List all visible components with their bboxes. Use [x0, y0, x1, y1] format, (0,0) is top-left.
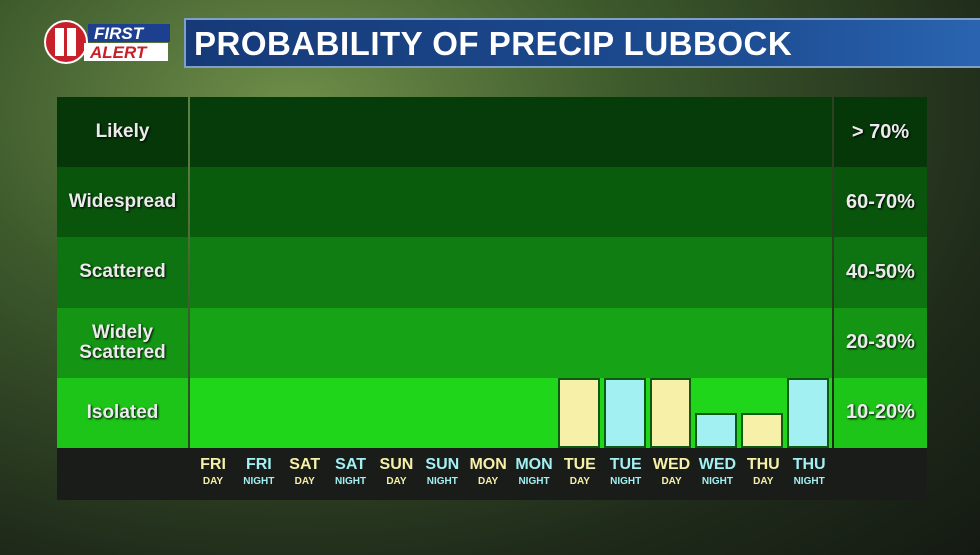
band-label: Widely Scattered	[57, 307, 188, 378]
first-alert-logo: FIRST ALERT	[44, 20, 170, 64]
x-tick-label: WED NIGHT	[694, 456, 740, 487]
x-tick-period: DAY	[753, 476, 774, 487]
x-tick-label: MON NIGHT	[511, 456, 557, 487]
bar-thu-day	[741, 412, 784, 448]
band-widely-scattered	[190, 307, 832, 378]
band-label: Scattered	[57, 237, 188, 308]
x-tick-day: MON	[469, 456, 507, 473]
bar-tue-day	[557, 377, 600, 448]
x-tick-period: DAY	[386, 476, 407, 487]
x-tick-label: SUN NIGHT	[419, 456, 465, 487]
x-tick-day: MON	[515, 456, 553, 473]
bar-tue-night	[603, 377, 646, 448]
x-tick-label: SAT NIGHT	[328, 456, 374, 487]
x-tick-label: SAT DAY	[282, 456, 328, 487]
band-label: Likely	[57, 97, 188, 168]
band-range-label: 10-20%	[834, 377, 927, 448]
x-tick-period: DAY	[661, 476, 682, 487]
band-label: Widespread	[57, 167, 188, 238]
x-tick-period: DAY	[478, 476, 499, 487]
band-likely	[190, 97, 832, 168]
x-tick-label: FRI DAY	[190, 456, 236, 487]
x-tick-period: NIGHT	[426, 476, 458, 487]
x-tick-period: NIGHT	[518, 476, 550, 487]
x-tick-day: SUN	[425, 456, 460, 473]
title-bar: PROBABILITY OF PRECIP LUBBOCK	[184, 18, 980, 68]
x-tick-day: SAT	[289, 456, 321, 473]
x-tick-period: NIGHT	[335, 476, 367, 487]
x-axis-bar	[57, 448, 927, 500]
bar-wed-night	[695, 412, 738, 448]
x-tick-day: THU	[792, 456, 826, 473]
x-tick-label: THU NIGHT	[786, 456, 832, 487]
x-tick-label: TUE NIGHT	[603, 456, 649, 487]
x-tick-day: WED	[652, 456, 691, 473]
bar-wed-day	[649, 377, 692, 448]
band-range-label: 40-50%	[834, 237, 927, 308]
band-widespread	[190, 167, 832, 238]
x-tick-day: TUE	[609, 456, 642, 473]
x-tick-day: WED	[698, 456, 737, 473]
chart-title: PROBABILITY OF PRECIP LUBBOCK	[194, 25, 793, 62]
logo-text-alert: ALERT	[89, 43, 148, 62]
logo-text-first: FIRST	[94, 24, 145, 43]
x-tick-period: DAY	[294, 476, 315, 487]
band-label: Isolated	[57, 377, 188, 448]
x-tick-label: FRI NIGHT	[236, 456, 282, 487]
x-tick-label: TUE DAY	[557, 456, 603, 487]
x-tick-day: THU	[746, 456, 780, 473]
band-scattered	[190, 237, 832, 308]
x-tick-label: THU DAY	[740, 456, 786, 487]
x-tick-day: FRI	[200, 456, 226, 473]
band-range-label: 60-70%	[834, 167, 927, 238]
x-tick-day: SUN	[379, 456, 414, 473]
x-tick-period: NIGHT	[610, 476, 642, 487]
x-tick-period: NIGHT	[701, 476, 733, 487]
x-tick-label: SUN DAY	[373, 456, 419, 487]
bar-thu-night	[787, 377, 829, 448]
x-tick-day: FRI	[245, 456, 272, 473]
x-tick-period: DAY	[202, 476, 224, 487]
x-tick-period: DAY	[569, 476, 590, 487]
band-range-label: > 70%	[834, 97, 927, 168]
x-tick-label: WED DAY	[649, 456, 695, 487]
band-range-label: 20-30%	[834, 307, 927, 378]
x-tick-label: MON DAY	[465, 456, 511, 487]
x-tick-period: NIGHT	[243, 476, 275, 487]
x-tick-day: TUE	[563, 456, 596, 473]
x-tick-day: SAT	[335, 456, 366, 473]
x-tick-period: NIGHT	[793, 476, 825, 487]
